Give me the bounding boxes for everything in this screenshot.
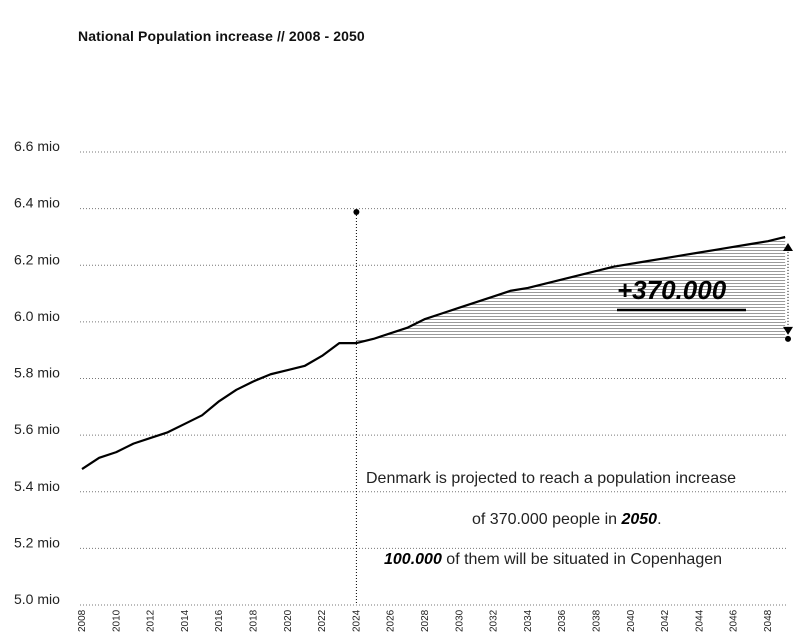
annotation-line-2-suffix: . (657, 511, 662, 528)
y-tick-label: 6.0 mio (14, 308, 60, 324)
y-tick-label: 5.4 mio (14, 478, 60, 494)
marker-dot (353, 209, 360, 215)
line-layer (81, 235, 786, 471)
x-tick-label: 2048 (763, 609, 774, 632)
x-tick-label: 2046 (729, 609, 740, 632)
y-tick-label: 5.8 mio (14, 365, 60, 381)
x-tick-label: 2034 (523, 609, 534, 632)
x-tick-label: 2032 (489, 609, 500, 632)
increase-value: +370.000 (617, 275, 727, 305)
y-tick-label: 5.6 mio (14, 421, 60, 437)
increase-area (356, 236, 786, 344)
population-line (81, 235, 786, 471)
x-tick-label: 2024 (351, 609, 362, 632)
x-tick-label: 2038 (592, 609, 603, 632)
arrow-up (783, 242, 793, 251)
x-tick-label: 2026 (386, 609, 397, 632)
grid-layer (80, 151, 788, 606)
annotation-layer: +370.000 (353, 209, 793, 605)
x-tick-label: 2042 (660, 609, 671, 632)
x-tick-label: 2022 (317, 609, 328, 632)
x-tick-label: 2030 (454, 609, 465, 632)
arrow-down (783, 326, 793, 335)
annotation-line-3-suffix: of them will be situated in Copenhagen (441, 551, 723, 568)
annotation-line-2-prefix: of 370.000 people in (472, 511, 622, 528)
annotation-year: 2050 (621, 511, 658, 528)
x-tick-label: 2012 (146, 609, 157, 632)
y-axis: 5.0 mio 5.2 mio 5.4 mio 5.6 mio 5.8 mio 6.0 m… (14, 138, 60, 607)
baseline-dot (785, 335, 791, 342)
x-tick-label: 2016 (214, 609, 225, 632)
x-tick-label: 2018 (249, 609, 260, 632)
x-tick-label: 2020 (283, 609, 294, 632)
annotation-line-1: Denmark is projected to reach a populati… (366, 470, 736, 487)
x-tick-label: 2036 (557, 609, 568, 632)
chart-title: National Population increase // 2008 - 2… (78, 28, 365, 44)
y-tick-label: 6.2 mio (14, 251, 60, 267)
x-tick-label: 2028 (420, 609, 431, 632)
y-tick-label: 5.0 mio (14, 591, 60, 607)
annotation-line-3: 100.000 of them will be situated in Cope… (384, 551, 722, 569)
x-tick-label: 2044 (694, 609, 705, 632)
x-tick-label: 2008 (77, 609, 88, 632)
x-tick-label: 2040 (626, 609, 637, 632)
y-tick-label: 6.6 mio (14, 138, 60, 154)
annotation-line-2: of 370.000 people in 2050. (472, 511, 662, 529)
y-tick-label: 6.4 mio (14, 195, 60, 211)
y-tick-label: 5.2 mio (14, 534, 60, 550)
annotation-copenhagen-count: 100.000 (384, 551, 442, 568)
x-tick-label: 2010 (111, 609, 122, 632)
x-axis: 2008 2010 2012 2014 2016 2018 2020 2022 2024 2026… (77, 609, 774, 632)
increase-area-layer (356, 236, 786, 344)
x-tick-label: 2014 (180, 609, 191, 632)
